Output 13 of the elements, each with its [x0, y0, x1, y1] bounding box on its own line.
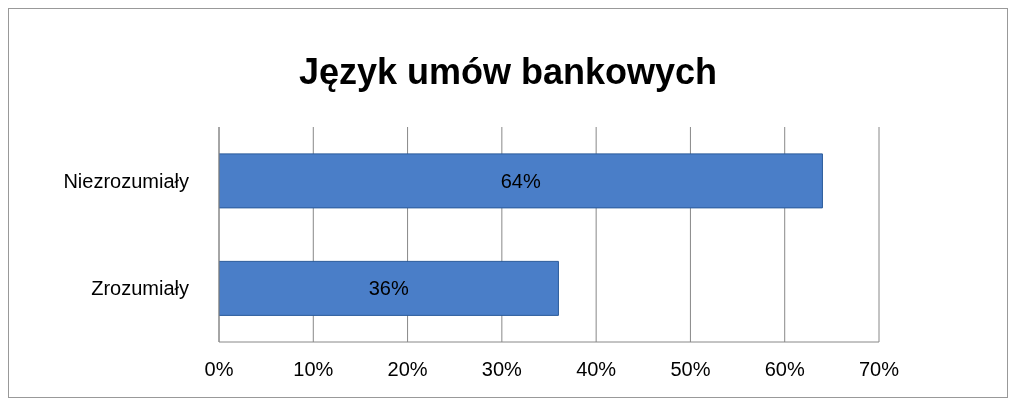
x-tick-label: 50%: [670, 358, 711, 381]
x-tick-label: 70%: [858, 358, 900, 381]
data-label: 64%: [500, 169, 541, 192]
x-tick-label: 30%: [481, 358, 523, 381]
x-tick-label: 20%: [387, 358, 428, 381]
x-tick-label: 10%: [293, 358, 334, 381]
x-tick-label: 40%: [576, 358, 617, 381]
x-tick-label: 0%: [204, 358, 234, 381]
y-tick-label: Zrozumiały: [91, 277, 189, 300]
y-tick-label: Niezrozumiały: [63, 169, 189, 192]
chart-title: Język umów bankowych: [297, 50, 719, 94]
data-label: 36%: [368, 277, 409, 300]
x-tick-label: 60%: [764, 358, 805, 381]
